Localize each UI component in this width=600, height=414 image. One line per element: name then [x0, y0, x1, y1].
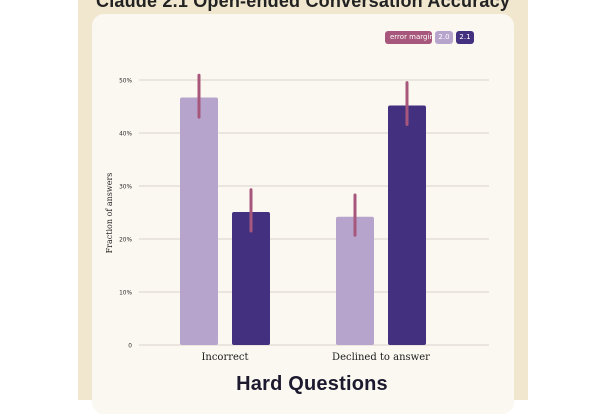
bar-v20-declined	[336, 216, 374, 345]
legend: error margin 2.0 2.1	[385, 31, 474, 47]
legend-version-2-1: 2.1	[456, 31, 474, 44]
y-tick-label: 10%	[119, 291, 132, 297]
y-tick-label: 50%	[119, 79, 132, 85]
y-tick-label: 0	[128, 344, 132, 350]
y-tick-label: 40%	[119, 132, 132, 138]
x-category-label: Incorrect	[201, 352, 248, 363]
legend-version-2-0: 2.0	[435, 31, 453, 44]
legend-error-margin: error margin	[385, 31, 434, 44]
y-tick-label: 30%	[119, 185, 132, 191]
bar-chart: 0 10% 20% 30% 40% 50% Fraction of answers Incor…	[105, 73, 489, 364]
label-layer: 0 10% 20% 30% 40% 50% Fraction of answers Incor…	[105, 79, 430, 364]
chart-card	[92, 14, 514, 414]
y-tick-label: 20%	[119, 238, 132, 244]
page-title: Claude 2.1 Open-ended Conversation Accur…	[96, 0, 511, 11]
bar-v21-declined	[388, 105, 426, 345]
chart-title: Hard Questions	[236, 373, 388, 395]
bar-v20-incorrect	[180, 97, 218, 346]
bar-layer	[180, 73, 426, 346]
y-axis-label: Fraction of answers	[105, 173, 114, 254]
bar-v21-incorrect	[232, 211, 270, 345]
x-category-label: Declined to answer	[332, 352, 430, 363]
